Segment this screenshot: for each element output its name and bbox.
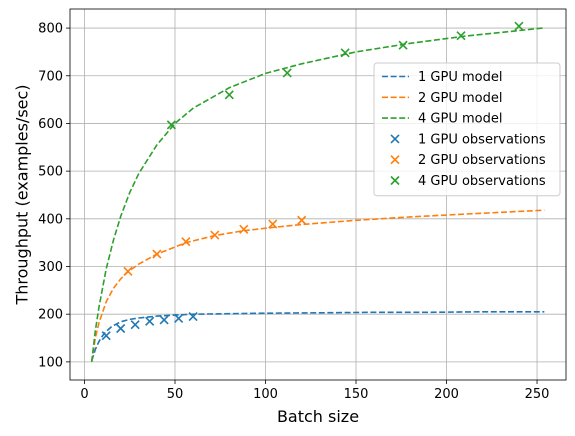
- 2-gpu-observations-point: [210, 230, 220, 240]
- legend-marker-swatch: [390, 134, 400, 144]
- 1-gpu-observations-point: [174, 313, 184, 324]
- y-axis-ticks: 100 200 300 400 500 600 700 800: [38, 22, 70, 370]
- legend-label: 4 GPU model: [418, 112, 502, 127]
- legend-label: 1 GPU observations: [418, 132, 546, 147]
- y-axis-label: Throughput (examples/sec): [13, 84, 32, 305]
- x-tick-label: 100: [253, 387, 278, 402]
- 1-gpu-observations-point: [159, 315, 169, 325]
- 2-gpu-observations-point: [152, 249, 162, 259]
- 4-gpu-observations-point: [224, 90, 234, 100]
- 1-gpu-observations-point: [101, 331, 111, 341]
- plot-frame: [69, 8, 567, 381]
- 1-gpu-model-line: [90, 310, 545, 362]
- legend-entry-1-gpu-model: 1 GPU model: [382, 70, 502, 85]
- 4-gpu-observations-point: [514, 21, 524, 31]
- 1-gpu-observations-point: [116, 323, 126, 334]
- x-tick-label: 0: [80, 387, 88, 402]
- y-tick-label: 600: [38, 117, 63, 132]
- series-lines: [90, 27, 545, 363]
- y-tick-label: 100: [38, 355, 63, 370]
- 2-gpu-model-line: [90, 209, 545, 363]
- legend-entry-2-gpu-observations: 2 GPU observations: [390, 153, 546, 168]
- series-markers: [101, 21, 524, 341]
- legend-entry-4-gpu-model: 4 GPU model: [382, 112, 502, 127]
- y-tick-label: 300: [38, 260, 63, 275]
- 4-gpu-model-line: [90, 27, 543, 362]
- 4-gpu-observations-point: [166, 120, 176, 130]
- 2-gpu-observations-point: [239, 224, 249, 234]
- legend-label: 2 GPU observations: [418, 153, 546, 168]
- 4-gpu-observations-point: [340, 48, 350, 58]
- y-tick-label: 200: [38, 308, 63, 323]
- legend-entry-4-gpu-observations: 4 GPU observations: [390, 174, 546, 189]
- x-tick-label: 200: [434, 387, 459, 402]
- legend-label: 4 GPU observations: [418, 174, 546, 189]
- 1-gpu-observations-point: [188, 312, 198, 322]
- 2-gpu-observations-point: [123, 266, 133, 276]
- x-tick-label: 150: [344, 387, 369, 402]
- legend-entry-1-gpu-observations: 1 GPU observations: [390, 132, 546, 147]
- 4-gpu-observations-point: [398, 40, 408, 50]
- x-tick-label: 50: [167, 387, 184, 402]
- 2-gpu-observations-point: [181, 237, 191, 247]
- 2-gpu-observations-point: [297, 215, 307, 225]
- y-tick-label: 400: [38, 212, 63, 227]
- 4-gpu-observations-point: [456, 31, 466, 41]
- 4-gpu-observations-point: [282, 68, 292, 78]
- legend-entry-2-gpu-model: 2 GPU model: [382, 91, 502, 106]
- 2-gpu-observations-point: [268, 219, 278, 229]
- x-tick-label: 250: [525, 387, 550, 402]
- 1-gpu-observations-point: [145, 316, 155, 326]
- legend: 1 GPU model 2 GPU model 4 GPU model 1 GPU o…: [373, 62, 561, 197]
- legend-marker-swatch: [390, 155, 400, 165]
- x-axis-label: Batch size: [277, 407, 359, 426]
- legend-box: [373, 62, 561, 197]
- x-axis-ticks: 0 50 100 150 200 250: [80, 380, 549, 402]
- 1-gpu-observations-point: [130, 320, 140, 330]
- legend-label: 1 GPU model: [418, 70, 502, 85]
- y-tick-label: 500: [38, 165, 63, 180]
- legend-marker-swatch: [390, 175, 400, 186]
- y-tick-label: 800: [38, 22, 63, 37]
- y-tick-label: 700: [38, 69, 63, 84]
- legend-label: 2 GPU model: [418, 91, 502, 106]
